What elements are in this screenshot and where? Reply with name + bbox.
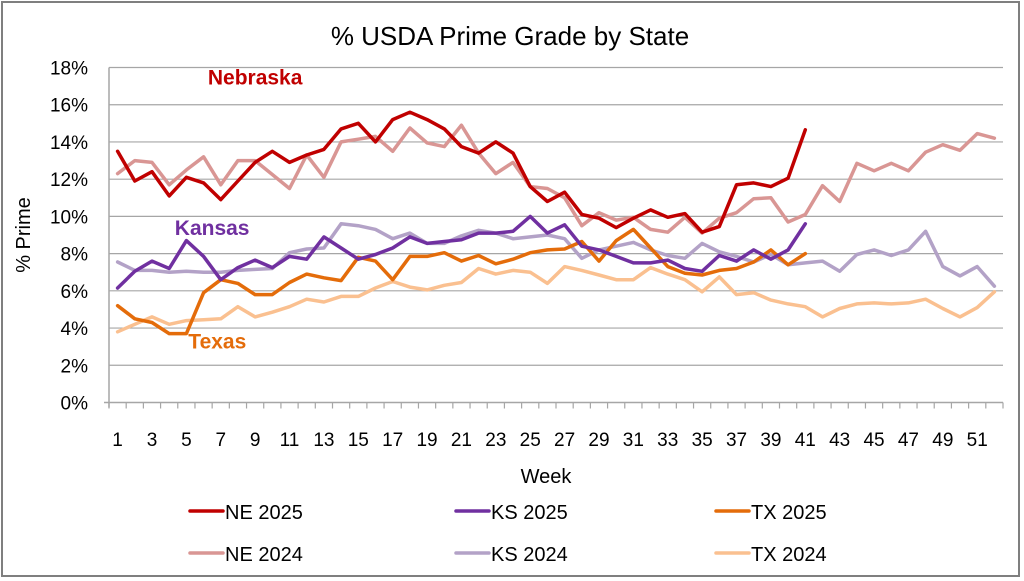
legend-label: KS 2024 bbox=[491, 544, 568, 566]
annotation-nebraska: Nebraska bbox=[208, 66, 303, 89]
x-tick-label: 37 bbox=[726, 430, 747, 451]
x-tick-label: 17 bbox=[382, 430, 403, 451]
x-tick-label: 49 bbox=[932, 430, 953, 451]
y-tick-label: 12% bbox=[50, 170, 88, 191]
legend-label: TX 2024 bbox=[751, 544, 827, 566]
x-tick-label: 33 bbox=[657, 430, 678, 451]
x-tick-label: 7 bbox=[215, 430, 226, 451]
x-tick-label: 1 bbox=[112, 430, 123, 451]
x-tick-label: 3 bbox=[147, 430, 158, 451]
x-tick-labels: 1 3 5 7 9 11 13 15 17 19 21 23 25 27 29 31 33 35 37 39 41 43 4… bbox=[112, 430, 987, 451]
legend-item: KS 2025 bbox=[454, 502, 568, 524]
y-tick-label: 16% bbox=[50, 96, 88, 117]
series-line-ne-2025 bbox=[115, 110, 808, 234]
x-tick-label: 11 bbox=[280, 430, 300, 451]
legend-item: NE 2024 bbox=[188, 544, 303, 566]
legend-label: TX 2025 bbox=[751, 502, 827, 524]
legend: NE 2025 KS 2025 TX 2025 NE 2024 KS 2024 TX 20… bbox=[188, 502, 827, 566]
series-line-ks-2024 bbox=[115, 222, 997, 288]
x-tick-label: 39 bbox=[760, 430, 781, 451]
annotations: Nebraska Kansas Texas bbox=[175, 66, 303, 353]
x-tick-label: 19 bbox=[416, 430, 437, 451]
x-tick-label: 15 bbox=[348, 430, 369, 451]
series-line-tx-2024 bbox=[115, 264, 997, 334]
x-tick-label: 25 bbox=[520, 430, 541, 451]
y-tick-label: 18% bbox=[50, 59, 88, 80]
x-tick-label: 29 bbox=[588, 430, 609, 451]
y-tick-label: 4% bbox=[61, 319, 89, 340]
x-tick-label: 5 bbox=[181, 430, 192, 451]
y-tick-label: 8% bbox=[61, 245, 89, 266]
axes bbox=[104, 67, 1004, 409]
x-tick-label: 23 bbox=[485, 430, 506, 451]
legend-item: KS 2024 bbox=[454, 544, 568, 566]
legend-item: NE 2025 bbox=[188, 502, 303, 524]
x-tick-label: 51 bbox=[967, 430, 988, 451]
legend-label: NE 2025 bbox=[225, 502, 303, 524]
x-tick-label: 45 bbox=[863, 430, 884, 451]
legend-item: TX 2024 bbox=[714, 544, 827, 566]
legend-label: NE 2024 bbox=[225, 544, 303, 566]
x-tick-label: 41 bbox=[795, 430, 816, 451]
x-tick-label: 31 bbox=[623, 430, 644, 451]
x-tick-label: 13 bbox=[313, 430, 334, 451]
annotation-kansas: Kansas bbox=[175, 217, 250, 240]
x-tick-label: 21 bbox=[451, 430, 472, 451]
series-lines bbox=[115, 110, 997, 336]
y-tick-label: 0% bbox=[61, 394, 89, 415]
y-axis-label: % Prime bbox=[13, 197, 35, 273]
series-line-tx-2025 bbox=[115, 227, 808, 336]
y-tick-label: 14% bbox=[50, 133, 88, 154]
x-tick-label: 27 bbox=[554, 430, 575, 451]
x-axis-label: Week bbox=[521, 466, 573, 488]
series-line-ks-2025 bbox=[115, 214, 808, 290]
x-tick-label: 9 bbox=[250, 430, 261, 451]
chart-title: % USDA Prime Grade by State bbox=[331, 21, 689, 51]
x-tick-label: 47 bbox=[898, 430, 919, 451]
y-tick-label: 2% bbox=[61, 356, 89, 377]
x-tick-label: 43 bbox=[829, 430, 850, 451]
y-tick-labels: 0% 2% 4% 6% 8% 10% 12% 14% 16% 18% bbox=[50, 59, 88, 415]
gridlines bbox=[109, 66, 1003, 366]
y-tick-label: 6% bbox=[61, 282, 89, 303]
y-tick-label: 10% bbox=[50, 207, 88, 228]
legend-item: TX 2025 bbox=[714, 502, 827, 524]
annotation-texas: Texas bbox=[188, 331, 246, 354]
series-line-ne-2024 bbox=[115, 123, 997, 235]
x-tick-label: 35 bbox=[692, 430, 713, 451]
legend-label: KS 2025 bbox=[491, 502, 568, 524]
